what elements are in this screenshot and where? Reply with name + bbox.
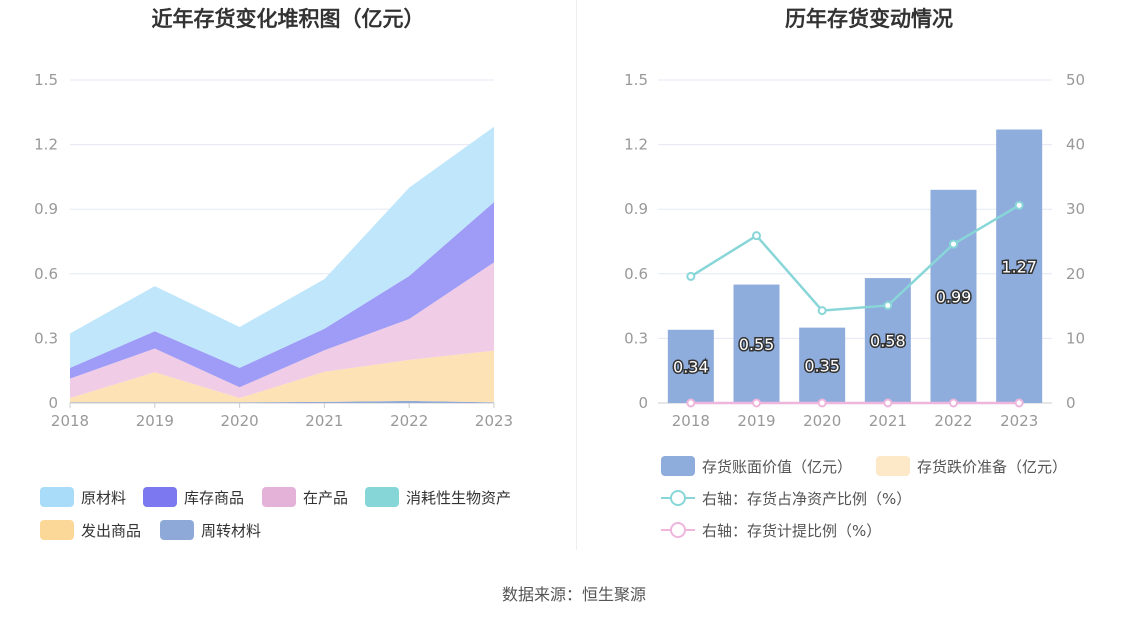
area-band-周转材料 [70,400,494,403]
legend-label: 右轴：存货计提比例（%） [702,522,881,540]
line-point [1014,200,1024,210]
line-point [752,398,761,408]
line-point [949,398,958,408]
data-source-label: 数据来源：恒生聚源 [501,585,646,604]
x-tick-label: 2021 [305,412,343,430]
x-tick-label: 2021 [869,412,907,430]
legend-label: 发出商品 [81,522,141,540]
line-point [949,239,958,249]
bar-2021 [864,278,911,403]
y-tick-label: 1.5 [624,71,648,89]
legend-swatch [40,520,74,540]
x-tick-label: 2019 [136,412,174,430]
line-point [817,306,827,316]
legend-marker [670,490,686,506]
line-point [752,231,761,241]
legend-label: 右轴：存货占净资产比例（%） [702,490,911,508]
bar-2020 [799,327,846,403]
x-tick-label: 2022 [390,412,428,430]
y2-tick-label: 40 [1066,136,1085,154]
y-tick-label: 1.2 [624,136,648,154]
x-tick-label: 2018 [51,412,89,430]
panel-divider [576,0,577,550]
x-tick-label: 2019 [737,412,775,430]
y-tick-label: 1.2 [34,136,58,154]
y-tick-label: 0.6 [624,265,648,283]
line-point [686,398,696,408]
inventory-change-bar-chart: 历年存货变动情况 0 0 0.3 10 0.6 20 0.9 30 1.2 40 1.5 50 2018 2… [624,7,1085,540]
legend-label: 在产品 [303,489,348,507]
y-tick-label: 0.9 [624,200,648,218]
bar-value-label: 0.34 [673,357,709,376]
legend-label: 原材料 [81,489,126,507]
legend-swatch [40,487,74,507]
bar-value-label: 0.58 [870,332,906,351]
legend-swatch [365,487,399,507]
area-band-库存商品 [70,202,494,388]
line-point [686,271,696,281]
line-point [883,398,893,408]
legend-marker [670,522,686,538]
legend-swatch [262,487,296,507]
y2-tick-label: 10 [1066,329,1085,347]
chart-title: 历年存货变动情况 [785,7,953,31]
legend-swatch [661,456,695,476]
y2-tick-label: 20 [1066,265,1085,283]
y-tick-label: 1.5 [34,71,58,89]
x-tick-label: 2020 [221,412,259,430]
y-tick-label: 0.3 [34,329,58,347]
y-tick-label: 0.9 [34,200,58,218]
y-tick-label: 0.3 [624,329,648,347]
legend-swatch [876,456,910,476]
bar-2018 [667,329,714,403]
bar-value-label: 1.27 [1001,257,1037,276]
area-band-原材料 [70,126,494,368]
bar-2022 [930,189,977,403]
legend-label: 存货跌价准备（亿元） [917,458,1067,476]
area-band-发出商品 [70,350,494,403]
line-右轴：存货占净资产比例（%） [690,204,1020,312]
line-point [883,300,893,310]
x-tick-label: 2023 [1000,412,1038,430]
x-tick-label: 2022 [934,412,972,430]
bar-value-label: 0.99 [936,287,972,306]
y2-tick-label: 50 [1066,71,1085,89]
legend-label: 周转材料 [201,522,261,540]
y2-tick-label: 0 [1066,394,1076,412]
y-tick-label: 0 [638,394,648,412]
x-tick-label: 2018 [672,412,710,430]
bar-value-label: 0.55 [739,335,775,354]
legend-swatch [160,520,194,540]
line-point [817,398,827,408]
y-tick-label: 0.6 [34,265,58,283]
legend-label: 存货账面价值（亿元） [702,458,852,476]
y-tick-label: 0 [48,394,58,412]
x-tick-label: 2020 [803,412,841,430]
bar-value-label: 0.35 [804,356,840,375]
area-band-在产品 [70,262,494,399]
bar-2019 [733,284,780,403]
inventory-stacked-area-chart: 近年存货变化堆积图（亿元） 0 0.3 0.6 0.9 1.2 1.5 2018 2019 202… [34,7,513,540]
y2-tick-label: 30 [1066,200,1085,218]
x-tick-label: 2023 [475,412,513,430]
chart-title: 近年存货变化堆积图（亿元） [152,7,425,31]
bar-2023 [996,129,1043,403]
legend-swatch [143,487,177,507]
legend-label: 库存商品 [184,489,244,507]
legend-label: 消耗性生物资产 [406,489,511,507]
line-point [1014,398,1024,408]
